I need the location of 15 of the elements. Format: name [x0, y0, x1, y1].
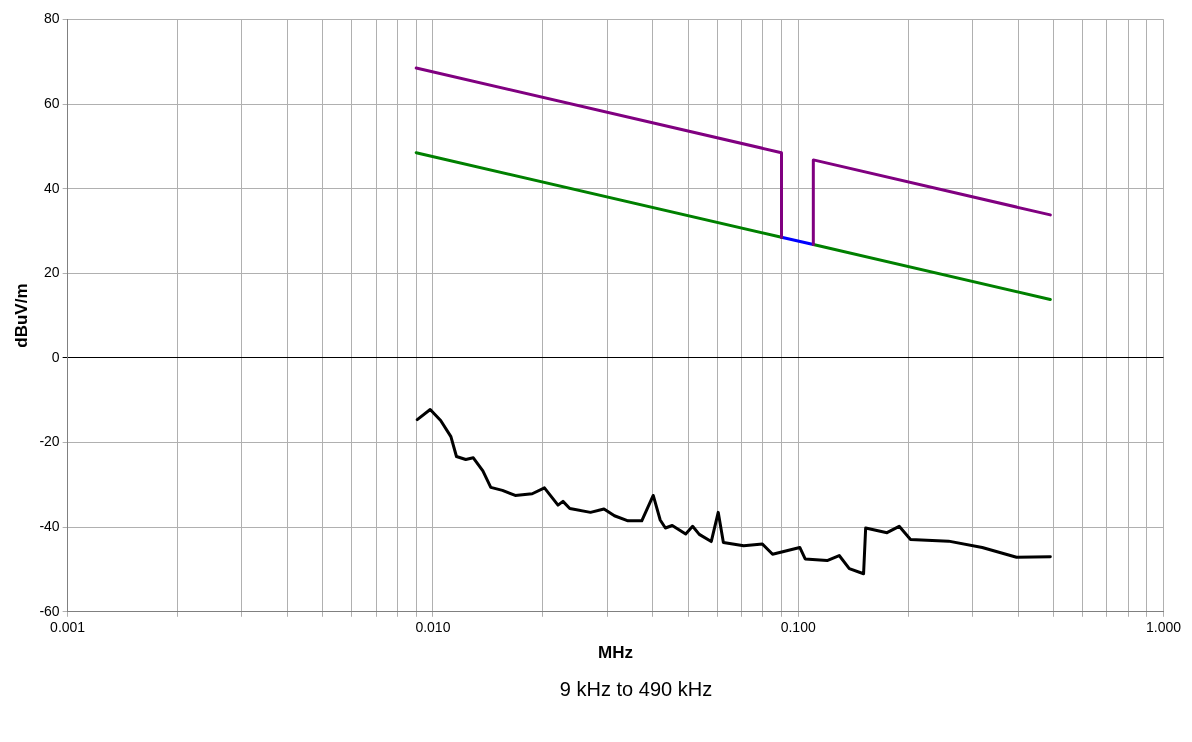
y-tick-label: 0 — [51, 348, 60, 365]
y-axis-title: dBuV/m — [11, 283, 31, 348]
y-tick-label: 60 — [44, 94, 60, 111]
y-tick-label: -20 — [39, 433, 60, 450]
x-tick-label: 1.000 — [1145, 619, 1182, 636]
y-tick-label: 40 — [44, 179, 60, 196]
x-tick-label: 0.001 — [50, 619, 86, 636]
y-tick-label: 80 — [44, 10, 60, 27]
y-tick-label: 20 — [44, 264, 60, 281]
x-axis-title: MHz — [598, 643, 634, 663]
y-tick-label: -40 — [39, 518, 60, 535]
x-tick-label: 0.100 — [780, 619, 816, 636]
y-tick-label: -60 — [39, 602, 60, 619]
x-tick-label: 0.010 — [415, 619, 451, 636]
text: 9 kHz to 490 kHz — [558, 678, 714, 701]
